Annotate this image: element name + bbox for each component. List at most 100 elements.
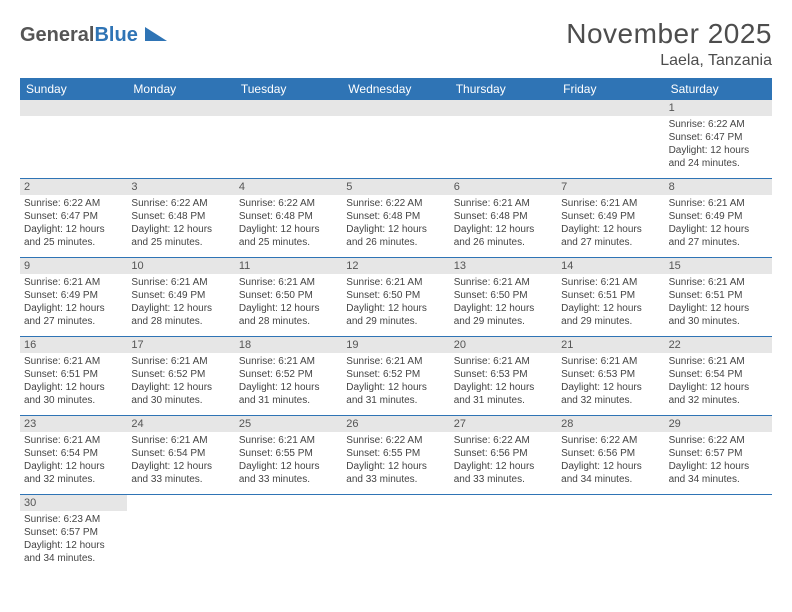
day-number [127,100,234,116]
day-cell-blank [20,100,127,178]
sunrise-text: Sunrise: 6:21 AM [669,197,768,210]
daylight-text: Daylight: 12 hours [454,302,553,315]
day-cell-16: 16Sunrise: 6:21 AMSunset: 6:51 PMDayligh… [20,337,127,415]
daylight-text: Daylight: 12 hours [24,460,123,473]
week-row: 1Sunrise: 6:22 AMSunset: 6:47 PMDaylight… [20,100,772,179]
daylight-text: and 33 minutes. [131,473,230,486]
page-title: November 2025 [566,18,772,50]
week-row: 9Sunrise: 6:21 AMSunset: 6:49 PMDaylight… [20,258,772,337]
sunset-text: Sunset: 6:48 PM [454,210,553,223]
daylight-text: and 26 minutes. [346,236,445,249]
daylight-text: Daylight: 12 hours [24,381,123,394]
sunset-text: Sunset: 6:52 PM [346,368,445,381]
day-cell-10: 10Sunrise: 6:21 AMSunset: 6:49 PMDayligh… [127,258,234,336]
day-cell-13: 13Sunrise: 6:21 AMSunset: 6:50 PMDayligh… [450,258,557,336]
sunrise-text: Sunrise: 6:21 AM [239,276,338,289]
day-number: 6 [450,179,557,195]
day-number: 26 [342,416,449,432]
daylight-text: Daylight: 12 hours [669,302,768,315]
day-cell-1: 1Sunrise: 6:22 AMSunset: 6:47 PMDaylight… [665,100,772,178]
sunrise-text: Sunrise: 6:21 AM [669,355,768,368]
daylight-text: Daylight: 12 hours [346,302,445,315]
sunrise-text: Sunrise: 6:21 AM [239,355,338,368]
sunset-text: Sunset: 6:54 PM [669,368,768,381]
sunrise-text: Sunrise: 6:21 AM [131,434,230,447]
daylight-text: Daylight: 12 hours [131,381,230,394]
daylight-text: Daylight: 12 hours [346,381,445,394]
sunrise-text: Sunrise: 6:22 AM [24,197,123,210]
daylight-text: and 25 minutes. [239,236,338,249]
day-cell-6: 6Sunrise: 6:21 AMSunset: 6:48 PMDaylight… [450,179,557,257]
day-number: 27 [450,416,557,432]
day-cell-blank [557,495,664,573]
sunset-text: Sunset: 6:55 PM [346,447,445,460]
day-number [557,100,664,116]
daylight-text: Daylight: 12 hours [131,302,230,315]
day-cell-blank [557,100,664,178]
sunrise-text: Sunrise: 6:21 AM [561,355,660,368]
sunset-text: Sunset: 6:54 PM [131,447,230,460]
sunrise-text: Sunrise: 6:21 AM [561,276,660,289]
day-cell-24: 24 Sunrise: 6:21 AMSunset: 6:54 PMDayligh… [127,416,234,494]
day-cell-blank [665,495,772,573]
sunrise-text: Sunrise: 6:21 AM [24,276,123,289]
sunset-text: Sunset: 6:49 PM [24,289,123,302]
sunrise-text: Sunrise: 6:22 AM [561,434,660,447]
daylight-text: Daylight: 12 hours [561,381,660,394]
dayname-tue: Tuesday [235,78,342,100]
day-cell-27: 27Sunrise: 6:22 AMSunset: 6:56 PMDayligh… [450,416,557,494]
sunset-text: Sunset: 6:49 PM [669,210,768,223]
day-number: 8 [665,179,772,195]
day-cell-17: 17Sunrise: 6:21 AMSunset: 6:52 PMDayligh… [127,337,234,415]
logo: GeneralBlue [20,24,167,47]
weeks-container: 1Sunrise: 6:22 AMSunset: 6:47 PMDaylight… [20,100,772,573]
daylight-text: Daylight: 12 hours [669,144,768,157]
week-row: 2Sunrise: 6:22 AMSunset: 6:47 PMDaylight… [20,179,772,258]
daylight-text: and 31 minutes. [346,394,445,407]
sunset-text: Sunset: 6:47 PM [669,131,768,144]
daylight-text: and 34 minutes. [24,552,123,565]
daylight-text: and 27 minutes. [24,315,123,328]
sunset-text: Sunset: 6:50 PM [239,289,338,302]
sunrise-text: Sunrise: 6:22 AM [346,197,445,210]
dayname-fri: Friday [557,78,664,100]
daylight-text: Daylight: 12 hours [24,302,123,315]
sunrise-text: Sunrise: 6:21 AM [454,276,553,289]
day-cell-blank [235,495,342,573]
sunset-text: Sunset: 6:49 PM [131,289,230,302]
daylight-text: and 29 minutes. [561,315,660,328]
daylight-text: Daylight: 12 hours [561,223,660,236]
logo-flag-icon [145,24,167,47]
daylight-text: Daylight: 12 hours [131,460,230,473]
daylight-text: and 25 minutes. [131,236,230,249]
daylight-text: and 32 minutes. [561,394,660,407]
sunrise-text: Sunrise: 6:23 AM [24,513,123,526]
day-cell-28: 28Sunrise: 6:22 AMSunset: 6:56 PMDayligh… [557,416,664,494]
daylight-text: Daylight: 12 hours [239,302,338,315]
sunrise-text: Sunrise: 6:21 AM [131,355,230,368]
sunset-text: Sunset: 6:57 PM [24,526,123,539]
daylight-text: and 34 minutes. [561,473,660,486]
sunset-text: Sunset: 6:54 PM [24,447,123,460]
location-text: Laela, Tanzania [566,52,772,70]
day-cell-20: 20Sunrise: 6:21 AMSunset: 6:53 PMDayligh… [450,337,557,415]
sunrise-text: Sunrise: 6:21 AM [239,434,338,447]
day-cell-23: 23Sunrise: 6:21 AMSunset: 6:54 PMDayligh… [20,416,127,494]
day-number: 13 [450,258,557,274]
daylight-text: Daylight: 12 hours [669,223,768,236]
day-number: 4 [235,179,342,195]
day-number: 12 [342,258,449,274]
day-cell-22: 22Sunrise: 6:21 AMSunset: 6:54 PMDayligh… [665,337,772,415]
daylight-text: Daylight: 12 hours [669,460,768,473]
sunset-text: Sunset: 6:50 PM [346,289,445,302]
daylight-text: and 31 minutes. [239,394,338,407]
sunrise-text: Sunrise: 6:22 AM [131,197,230,210]
day-number: 24 [127,416,234,432]
sunrise-text: Sunrise: 6:22 AM [346,434,445,447]
day-number: 14 [557,258,664,274]
daylight-text: and 29 minutes. [346,315,445,328]
sunrise-text: Sunrise: 6:21 AM [346,276,445,289]
sunset-text: Sunset: 6:52 PM [239,368,338,381]
sunset-text: Sunset: 6:52 PM [131,368,230,381]
daylight-text: and 29 minutes. [454,315,553,328]
